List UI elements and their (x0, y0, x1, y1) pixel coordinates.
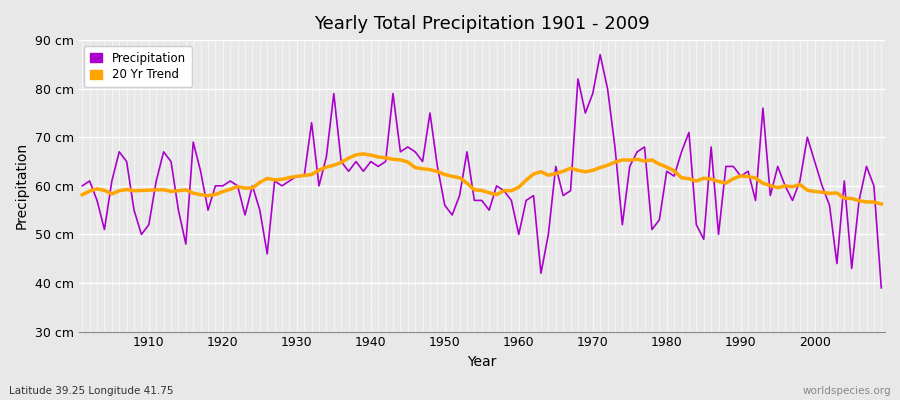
Y-axis label: Precipitation: Precipitation (15, 142, 29, 230)
20 Yr Trend (876, 202, 886, 206)
Precipitation (76, 184, 87, 188)
Precipitation (506, 198, 517, 203)
Title: Yearly Total Precipitation 1901 - 2009: Yearly Total Precipitation 1901 - 2009 (314, 15, 650, 33)
Line: Precipitation: Precipitation (82, 55, 881, 288)
20 Yr Trend (609, 160, 620, 165)
Precipitation (876, 286, 886, 290)
Precipitation (299, 174, 310, 178)
20 Yr Trend (358, 152, 369, 156)
Legend: Precipitation, 20 Yr Trend: Precipitation, 20 Yr Trend (85, 46, 192, 87)
20 Yr Trend (343, 156, 354, 160)
Text: worldspecies.org: worldspecies.org (803, 386, 891, 396)
Precipitation (136, 232, 147, 237)
20 Yr Trend (136, 188, 147, 193)
X-axis label: Year: Year (467, 355, 497, 369)
Precipitation (513, 232, 524, 237)
20 Yr Trend (521, 178, 532, 182)
Precipitation (595, 52, 606, 57)
Precipitation (343, 169, 354, 174)
20 Yr Trend (513, 185, 524, 190)
Precipitation (609, 144, 620, 149)
Text: Latitude 39.25 Longitude 41.75: Latitude 39.25 Longitude 41.75 (9, 386, 174, 396)
20 Yr Trend (76, 192, 87, 197)
Line: 20 Yr Trend: 20 Yr Trend (82, 154, 881, 204)
20 Yr Trend (299, 173, 310, 178)
